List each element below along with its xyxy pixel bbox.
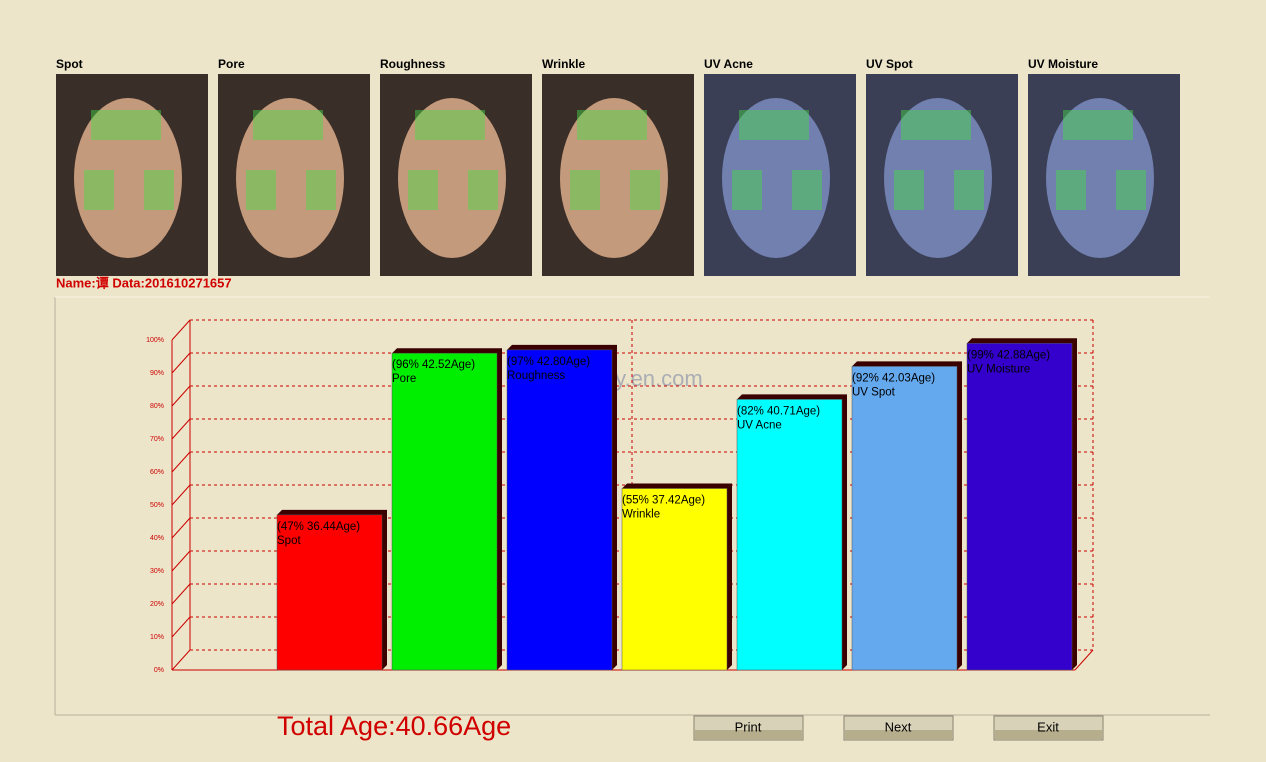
tick-diagonal (171, 517, 191, 539)
value-label: (82% 40.71Age) (737, 405, 820, 417)
y-tick-label: 40% (150, 535, 164, 542)
button-shade (845, 730, 952, 739)
value-label: (92% 42.03Age) (852, 372, 935, 384)
tick-diagonal (171, 418, 191, 440)
photo-overlay (1056, 110, 1146, 210)
tick-diagonal (171, 385, 191, 407)
photo-label: Spot (56, 57, 83, 71)
name-line: Name:谭 Data:201610271657 (56, 275, 232, 290)
photo-face (722, 98, 830, 258)
bar (621, 488, 728, 671)
value-label: (55% 37.42Age) (622, 495, 705, 507)
category-label: UV Spot (852, 386, 896, 398)
button-label: Print (735, 719, 762, 734)
bar (276, 514, 383, 671)
axis (1074, 649, 1094, 671)
photo-label: UV Acne (704, 57, 753, 71)
category-label: Roughness (507, 370, 565, 382)
photo-face (1046, 98, 1154, 258)
bar (391, 352, 498, 671)
photo-overlay (84, 110, 174, 210)
category-label: UV Moisture (967, 363, 1030, 375)
y-tick-label: 10% (150, 634, 164, 641)
category-label: Pore (392, 373, 416, 385)
button-shade (695, 730, 802, 739)
y-tick-label: 0% (154, 667, 164, 674)
value-label: (47% 36.44Age) (277, 521, 360, 533)
category-label: Wrinkle (622, 509, 660, 521)
y-tick-label: 30% (150, 568, 164, 575)
photo-overlay (894, 110, 984, 210)
tick-diagonal (171, 319, 191, 341)
y-tick-label: 70% (150, 436, 164, 443)
tick-diagonal (171, 550, 191, 572)
photo-face (884, 98, 992, 258)
photo-overlay (246, 110, 336, 210)
y-tick-label: 100% (146, 337, 164, 344)
tick-diagonal (171, 649, 191, 671)
y-tick-label: 90% (150, 370, 164, 377)
tick-diagonal (171, 583, 191, 605)
photo-face (236, 98, 344, 258)
category-label: UV Acne (737, 419, 782, 431)
photo-label: Wrinkle (542, 57, 585, 71)
photo-overlay (408, 110, 498, 210)
tick-diagonal (171, 451, 191, 473)
button-shade (995, 730, 1102, 739)
tick-diagonal (171, 484, 191, 506)
tick-diagonal (171, 352, 191, 374)
bar (506, 349, 613, 671)
y-tick-label: 20% (150, 601, 164, 608)
y-tick-label: 60% (150, 469, 164, 476)
y-tick-label: 50% (150, 502, 164, 509)
photo-label: Pore (218, 57, 245, 71)
bar (736, 399, 843, 671)
photo-label: UV Moisture (1028, 57, 1098, 71)
photo-label: Roughness (380, 57, 446, 71)
button-label: Exit (1037, 719, 1059, 734)
photo-face (398, 98, 506, 258)
total-age: Total Age:40.66Age (277, 711, 511, 741)
photo-overlay (570, 110, 660, 210)
value-label: (96% 42.52Age) (392, 359, 475, 371)
bar (966, 343, 1073, 671)
bar (851, 366, 958, 671)
category-label: Spot (277, 535, 301, 547)
tick-diagonal (171, 616, 191, 638)
value-label: (99% 42.88Age) (967, 349, 1050, 361)
button-label: Next (885, 719, 912, 734)
photo-label: UV Spot (866, 57, 913, 71)
photo-face (74, 98, 182, 258)
photo-face (560, 98, 668, 258)
y-tick-label: 80% (150, 403, 164, 410)
value-label: (97% 42.80Age) (507, 356, 590, 368)
photo-overlay (732, 110, 822, 210)
